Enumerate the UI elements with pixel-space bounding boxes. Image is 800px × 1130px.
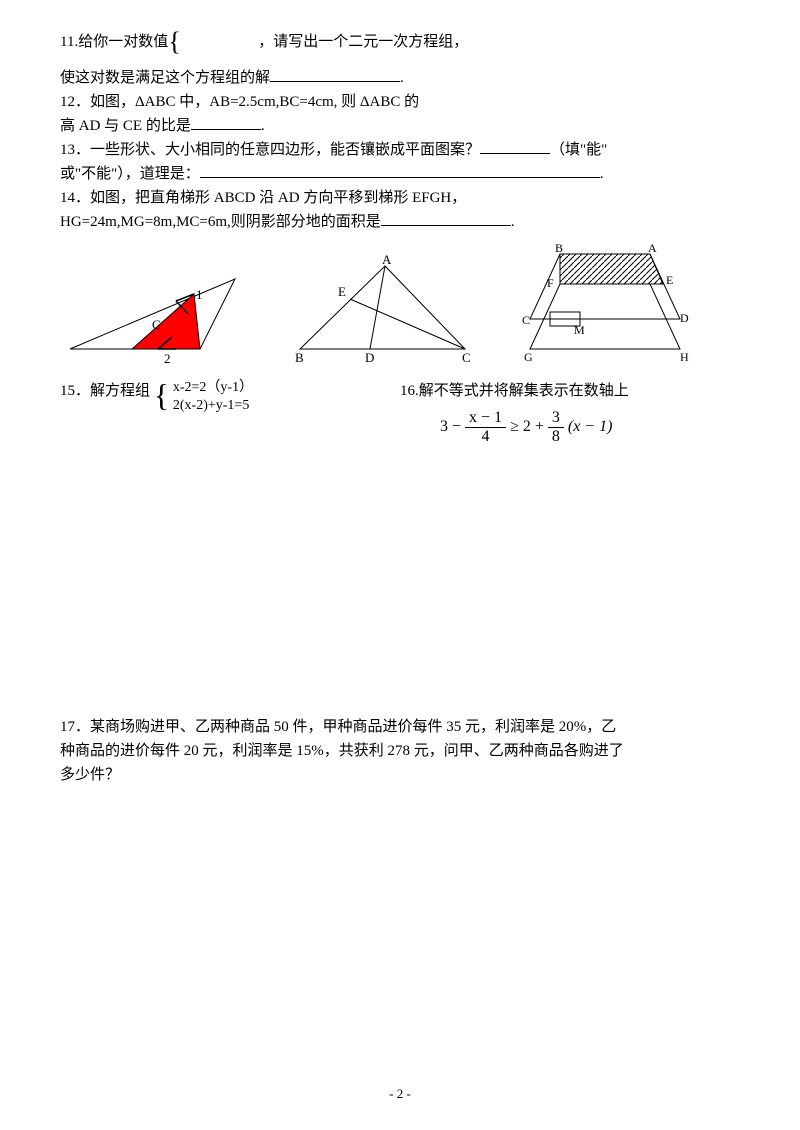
blank-line [381, 210, 511, 226]
figure-1-triangle: 1 C 2 [60, 259, 240, 369]
question-12-line1: 12．如图，ΔABC 中，AB=2.5cm,BC=4cm, 则 ΔABC 的 [60, 90, 740, 114]
label-2: 2 [164, 351, 171, 366]
q15-eq1: x-2=2（y-1） [173, 380, 253, 395]
f-p2: ≥ 2 + [510, 418, 544, 435]
q12-text: 高 AD 与 CE 的比是 [60, 118, 191, 134]
label-E: E [666, 273, 673, 287]
label-G: G [524, 350, 533, 364]
fraction-2: 3 8 [548, 409, 564, 445]
q17-line3: 多少件？ [60, 763, 740, 787]
label-1: 1 [196, 287, 203, 302]
blank-line [191, 114, 261, 130]
question-11-line1: 11.给你一对数值{ ，请写出一个二元一次方程组， [60, 30, 740, 54]
q13-text-2: （填"能" [550, 142, 607, 158]
q17-line1: 17．某商场购进甲、乙两种商品 50 件，甲种商品进价每件 35 元，利润率是 … [60, 715, 740, 739]
label-B: B [555, 244, 563, 255]
question-11-line2: 使这对数是满足这个方程组的解. [60, 66, 740, 90]
label-A: A [648, 244, 657, 255]
q17-line2: 种商品的进价每件 20 元，利润率是 15%，共获利 278 元，问甲、乙两种商… [60, 739, 740, 763]
q15-equations: x-2=2（y-1） 2(x-2)+y-1=5 [173, 379, 253, 415]
q11-text-1: 11.给你一对数值 [60, 34, 168, 50]
brace-icon: { [168, 32, 180, 53]
fraction-1: x − 1 4 [465, 409, 506, 445]
label-D: D [680, 311, 689, 325]
blank-line [270, 66, 400, 82]
label-D: D [365, 350, 374, 365]
q13-text-3: 或"不能"），道理是： [60, 166, 200, 182]
question-17: 17．某商场购进甲、乙两种商品 50 件，甲种商品进价每件 35 元，利润率是 … [60, 715, 740, 787]
q15-label: 15．解方程组 [60, 383, 150, 399]
q16-label: 16.解不等式并将解集表示在数轴上 [400, 383, 629, 399]
label-E: E [338, 284, 346, 299]
q16-formula: 3 − x − 1 4 ≥ 2 + 3 8 (x − 1) [440, 409, 740, 445]
frac1-den: 4 [465, 428, 506, 446]
frac2-den: 8 [548, 428, 564, 446]
frac1-num: x − 1 [465, 409, 506, 428]
label-C: C [152, 317, 161, 332]
question-16: 16.解不等式并将解集表示在数轴上 3 − x − 1 4 ≥ 2 + 3 8 … [400, 379, 740, 445]
label-A: A [382, 254, 392, 267]
q14-text: HG=24m,MG=8m,MC=6m,则阴影部分地的面积是 [60, 214, 381, 230]
q11-text-2: ，请写出一个二元一次方程组， [258, 34, 468, 50]
question-12-line2: 高 AD 与 CE 的比是. [60, 114, 740, 138]
q11-text-3: 使这对数是满足这个方程组的解 [60, 70, 270, 86]
row-q15-q16: 15．解方程组 { x-2=2（y-1） 2(x-2)+y-1=5 16.解不等… [60, 379, 740, 445]
label-F: F [547, 276, 554, 290]
q15-eq2: 2(x-2)+y-1=5 [173, 398, 249, 413]
label-C: C [462, 350, 471, 365]
label-H: H [680, 350, 689, 364]
q13-text-1: 13．一些形状、大小相同的任意四边形，能否镶嵌成平面图案？ [60, 142, 480, 158]
question-14-line2: HG=24m,MG=8m,MC=6m,则阴影部分地的面积是. [60, 210, 740, 234]
figures-row: 1 C 2 A E B D C B A F [60, 244, 740, 369]
question-14-line1: 14．如图，把直角梯形 ABCD 沿 AD 方向平移到梯形 EFGH， [60, 186, 740, 210]
frac2-num: 3 [548, 409, 564, 428]
blank-line [200, 162, 600, 178]
f-p1: 3 − [440, 418, 461, 435]
label-C: C [522, 313, 530, 327]
label-B: B [295, 350, 304, 365]
question-15: 15．解方程组 { x-2=2（y-1） 2(x-2)+y-1=5 [60, 379, 400, 445]
page-content: 11.给你一对数值{ ，请写出一个二元一次方程组， 使这对数是满足这个方程组的解… [0, 0, 800, 787]
question-13-line1: 13．一些形状、大小相同的任意四边形，能否镶嵌成平面图案？ （填"能" [60, 138, 740, 162]
blank-line [480, 138, 550, 154]
question-13-line2: 或"不能"），道理是：. [60, 162, 740, 186]
label-M: M [574, 323, 585, 337]
brace-icon: { [154, 379, 169, 411]
page-number: - 2 - [0, 1086, 800, 1102]
f-p3: (x − 1) [568, 418, 613, 435]
figure-3-trapezoid: B A F E C M D G H [520, 244, 710, 369]
figure-2-triangle: A E B D C [280, 254, 480, 369]
